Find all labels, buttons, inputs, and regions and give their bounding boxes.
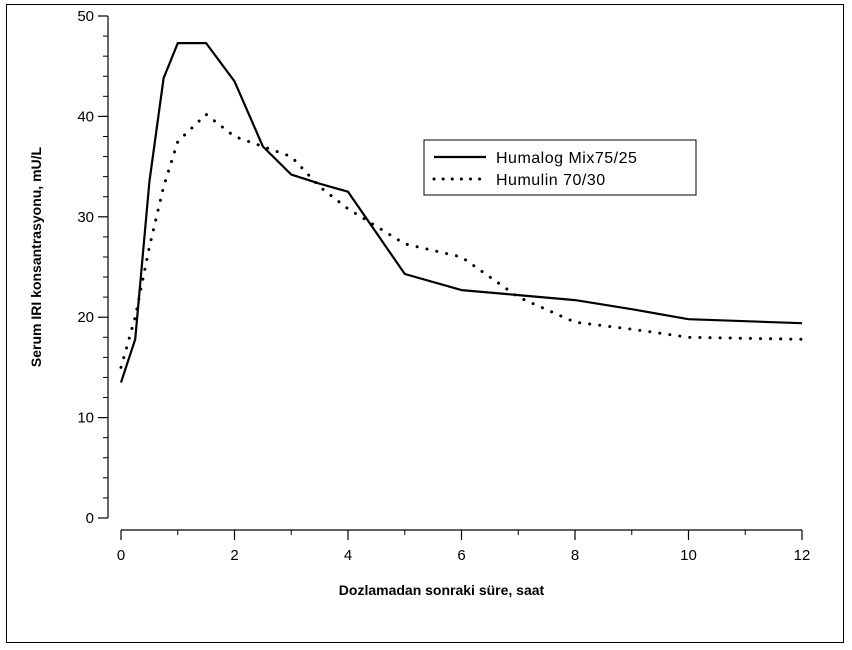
y-tick-label-50: 50 bbox=[77, 8, 94, 25]
x-tick-label-4: 4 bbox=[344, 547, 352, 564]
y-axis-title: Serum IRI konsantrasyonu, mU/L bbox=[28, 146, 44, 367]
x-tick-label-2: 2 bbox=[230, 547, 238, 564]
x-axis-title: Dozlamadan sonraki süre, saat bbox=[339, 582, 545, 598]
legend-box bbox=[423, 139, 697, 196]
y-tick-label-30: 30 bbox=[77, 209, 94, 226]
y-tick-label-10: 10 bbox=[77, 410, 94, 427]
ticks: 0 10 20 30 40 50 0 2 4 6 8 10 12 bbox=[77, 8, 810, 564]
x-tick-label-8: 8 bbox=[571, 547, 579, 564]
y-tick-label-20: 20 bbox=[77, 309, 94, 326]
legend-label-humulin: Humulin 70/30 bbox=[496, 172, 606, 189]
series-line-0 bbox=[119, 41, 803, 383]
x-tick-label-6: 6 bbox=[457, 547, 465, 564]
legend-label-humalog: Humalog Mix75/25 bbox=[496, 150, 637, 167]
x-tick-label-12: 12 bbox=[794, 547, 811, 564]
x-tick-label-10: 10 bbox=[680, 547, 697, 564]
legend: Humalog Mix75/25 Humulin 70/30 bbox=[423, 139, 697, 196]
chart-frame bbox=[6, 4, 844, 643]
axes bbox=[107, 16, 802, 531]
x-tick-label-0: 0 bbox=[117, 547, 125, 564]
y-tick-label-40: 40 bbox=[77, 108, 94, 125]
y-tick-label-0: 0 bbox=[86, 510, 94, 527]
series-layer bbox=[119, 41, 804, 383]
